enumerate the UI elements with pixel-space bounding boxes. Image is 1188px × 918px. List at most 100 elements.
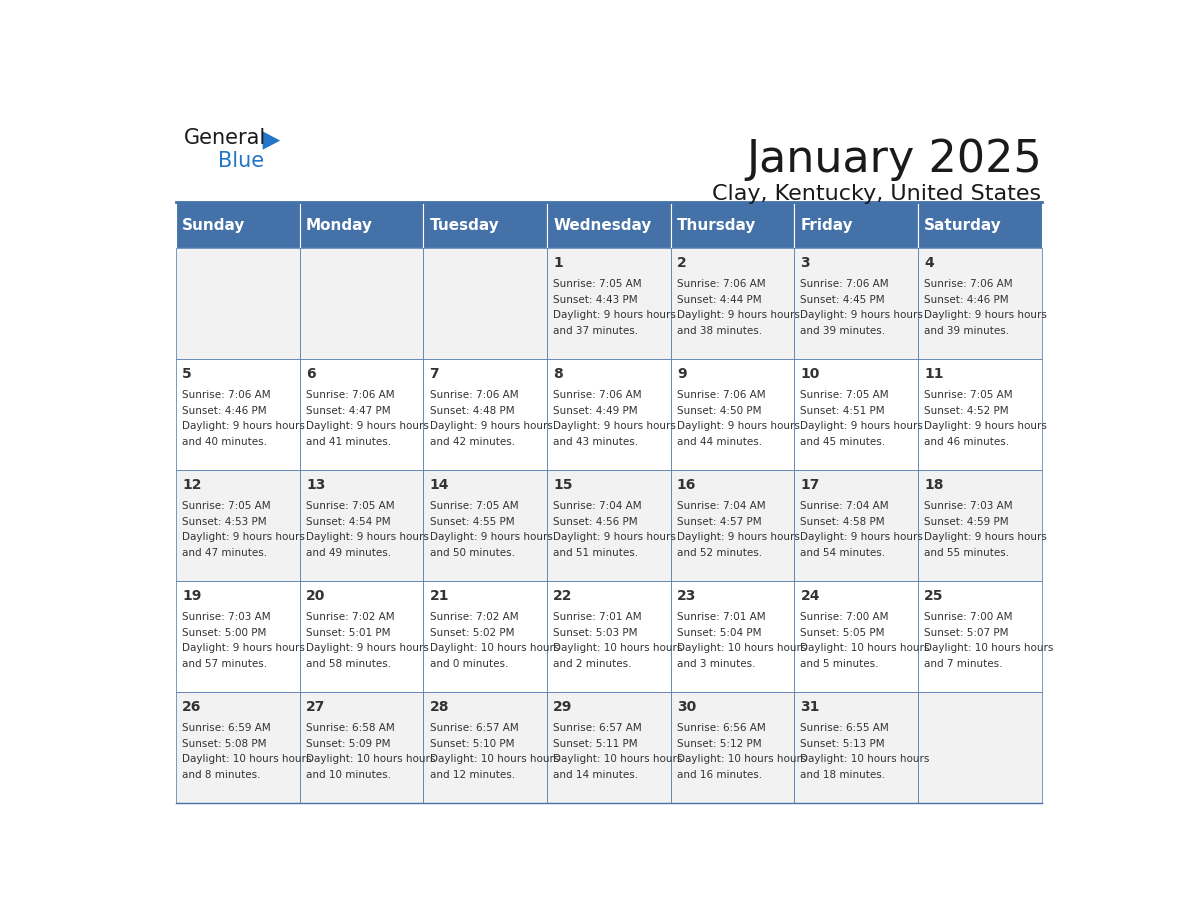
Bar	[176, 470, 299, 581]
Bar	[918, 470, 1042, 581]
Text: 14: 14	[430, 478, 449, 492]
Text: Sunset: 4:58 PM: Sunset: 4:58 PM	[801, 517, 885, 527]
Text: Sunrise: 6:56 AM: Sunrise: 6:56 AM	[677, 723, 765, 733]
Text: 5: 5	[182, 367, 192, 382]
Bar	[299, 248, 423, 359]
Text: and 51 minutes.: and 51 minutes.	[554, 548, 638, 558]
Text: Sunset: 4:48 PM: Sunset: 4:48 PM	[430, 406, 514, 416]
Bar	[671, 248, 795, 359]
Bar	[671, 692, 795, 803]
Text: Sunset: 4:53 PM: Sunset: 4:53 PM	[182, 517, 267, 527]
Text: Saturday: Saturday	[924, 218, 1001, 232]
Text: and 18 minutes.: and 18 minutes.	[801, 769, 885, 779]
Text: and 57 minutes.: and 57 minutes.	[182, 659, 267, 668]
Text: Sunset: 4:57 PM: Sunset: 4:57 PM	[677, 517, 762, 527]
Text: and 55 minutes.: and 55 minutes.	[924, 548, 1010, 558]
Text: Sunset: 5:01 PM: Sunset: 5:01 PM	[307, 628, 391, 638]
Text: Thursday: Thursday	[677, 218, 757, 232]
Text: Sunrise: 7:06 AM: Sunrise: 7:06 AM	[307, 390, 394, 400]
Text: Daylight: 9 hours hours: Daylight: 9 hours hours	[554, 421, 676, 431]
Bar	[299, 202, 423, 248]
Text: Sunset: 4:44 PM: Sunset: 4:44 PM	[677, 295, 762, 305]
Text: 8: 8	[554, 367, 563, 382]
Text: 24: 24	[801, 589, 820, 603]
Text: Daylight: 9 hours hours: Daylight: 9 hours hours	[554, 310, 676, 320]
Text: Sunrise: 7:03 AM: Sunrise: 7:03 AM	[182, 612, 271, 622]
Bar	[176, 692, 299, 803]
Text: Sunset: 5:05 PM: Sunset: 5:05 PM	[801, 628, 885, 638]
Text: Sunrise: 7:06 AM: Sunrise: 7:06 AM	[554, 390, 642, 400]
Text: Sunset: 4:49 PM: Sunset: 4:49 PM	[554, 406, 638, 416]
Text: and 5 minutes.: and 5 minutes.	[801, 659, 879, 668]
Text: Sunset: 4:45 PM: Sunset: 4:45 PM	[801, 295, 885, 305]
Text: Tuesday: Tuesday	[430, 218, 499, 232]
Text: Sunrise: 7:01 AM: Sunrise: 7:01 AM	[554, 612, 642, 622]
Text: Sunset: 4:46 PM: Sunset: 4:46 PM	[182, 406, 267, 416]
Text: Daylight: 9 hours hours: Daylight: 9 hours hours	[801, 310, 923, 320]
Text: 29: 29	[554, 700, 573, 714]
Text: Sunrise: 7:06 AM: Sunrise: 7:06 AM	[924, 279, 1012, 289]
Text: Daylight: 10 hours hours: Daylight: 10 hours hours	[430, 644, 558, 653]
Bar	[299, 581, 423, 692]
Text: Sunset: 4:56 PM: Sunset: 4:56 PM	[554, 517, 638, 527]
Text: General: General	[183, 128, 266, 148]
Text: Sunrise: 7:06 AM: Sunrise: 7:06 AM	[677, 390, 765, 400]
Text: Sunrise: 6:57 AM: Sunrise: 6:57 AM	[430, 723, 518, 733]
Text: 16: 16	[677, 478, 696, 492]
Text: and 37 minutes.: and 37 minutes.	[554, 326, 638, 336]
Bar	[918, 202, 1042, 248]
Text: Sunset: 5:12 PM: Sunset: 5:12 PM	[677, 739, 762, 748]
Bar	[546, 581, 671, 692]
Text: Daylight: 9 hours hours: Daylight: 9 hours hours	[677, 532, 800, 543]
Text: Sunrise: 7:01 AM: Sunrise: 7:01 AM	[677, 612, 765, 622]
Text: 1: 1	[554, 256, 563, 271]
Bar	[546, 692, 671, 803]
Text: and 44 minutes.: and 44 minutes.	[677, 437, 762, 447]
Text: and 45 minutes.: and 45 minutes.	[801, 437, 885, 447]
Text: Sunrise: 7:06 AM: Sunrise: 7:06 AM	[430, 390, 518, 400]
Text: Sunset: 5:03 PM: Sunset: 5:03 PM	[554, 628, 638, 638]
Text: 7: 7	[430, 367, 440, 382]
Bar	[918, 581, 1042, 692]
Text: Daylight: 10 hours hours: Daylight: 10 hours hours	[801, 754, 930, 764]
Text: Daylight: 10 hours hours: Daylight: 10 hours hours	[801, 644, 930, 653]
Text: 6: 6	[307, 367, 316, 382]
Text: and 49 minutes.: and 49 minutes.	[307, 548, 391, 558]
Text: Sunset: 4:47 PM: Sunset: 4:47 PM	[307, 406, 391, 416]
Bar	[795, 470, 918, 581]
Text: Sunrise: 7:03 AM: Sunrise: 7:03 AM	[924, 501, 1012, 511]
Text: 2: 2	[677, 256, 687, 271]
Text: 18: 18	[924, 478, 943, 492]
Text: and 41 minutes.: and 41 minutes.	[307, 437, 391, 447]
Text: Daylight: 9 hours hours: Daylight: 9 hours hours	[307, 644, 429, 653]
Text: and 8 minutes.: and 8 minutes.	[182, 769, 261, 779]
Text: Daylight: 10 hours hours: Daylight: 10 hours hours	[554, 644, 683, 653]
Text: Sunrise: 7:04 AM: Sunrise: 7:04 AM	[554, 501, 642, 511]
Bar	[795, 581, 918, 692]
Text: and 46 minutes.: and 46 minutes.	[924, 437, 1010, 447]
Text: Sunset: 4:50 PM: Sunset: 4:50 PM	[677, 406, 762, 416]
Text: Sunday: Sunday	[182, 218, 246, 232]
Text: Clay, Kentucky, United States: Clay, Kentucky, United States	[713, 185, 1042, 205]
Text: 23: 23	[677, 589, 696, 603]
Text: and 0 minutes.: and 0 minutes.	[430, 659, 508, 668]
Text: and 50 minutes.: and 50 minutes.	[430, 548, 514, 558]
Text: 17: 17	[801, 478, 820, 492]
Bar	[546, 470, 671, 581]
Text: Sunrise: 7:05 AM: Sunrise: 7:05 AM	[554, 279, 642, 289]
Text: Daylight: 9 hours hours: Daylight: 9 hours hours	[430, 532, 552, 543]
Bar	[299, 692, 423, 803]
Text: 21: 21	[430, 589, 449, 603]
Text: Sunrise: 7:05 AM: Sunrise: 7:05 AM	[307, 501, 394, 511]
Text: 30: 30	[677, 700, 696, 714]
Bar	[299, 359, 423, 470]
Text: Daylight: 9 hours hours: Daylight: 9 hours hours	[554, 532, 676, 543]
Text: Daylight: 9 hours hours: Daylight: 9 hours hours	[182, 421, 305, 431]
Text: and 3 minutes.: and 3 minutes.	[677, 659, 756, 668]
Text: Sunrise: 7:05 AM: Sunrise: 7:05 AM	[430, 501, 518, 511]
Bar	[671, 581, 795, 692]
Text: Wednesday: Wednesday	[554, 218, 651, 232]
Text: and 54 minutes.: and 54 minutes.	[801, 548, 885, 558]
Text: 12: 12	[182, 478, 202, 492]
Bar	[918, 359, 1042, 470]
